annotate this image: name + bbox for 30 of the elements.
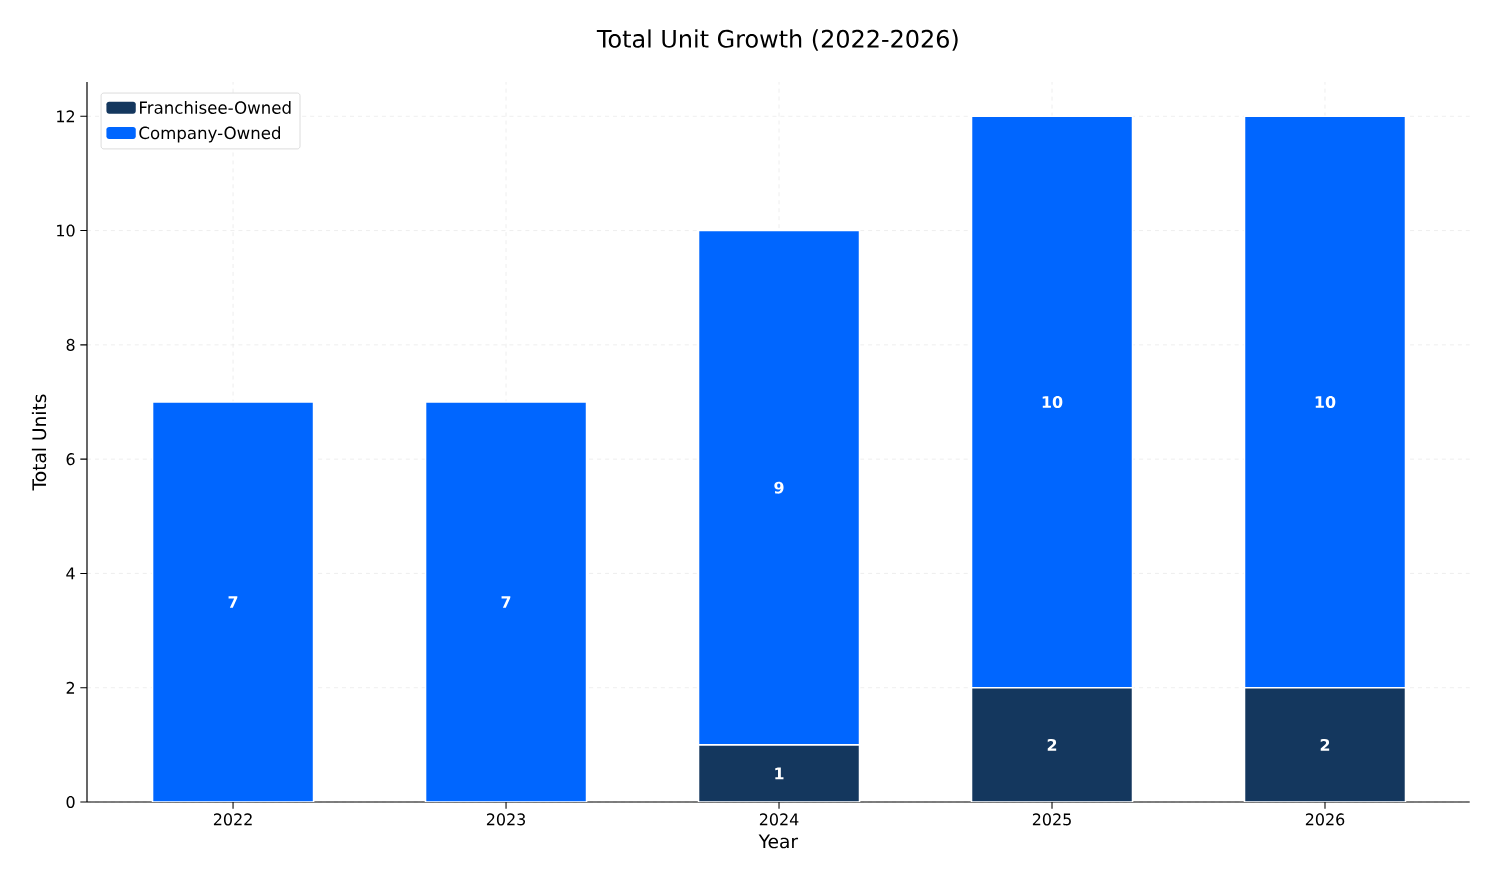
x-tick-label: 2024 <box>759 813 799 826</box>
legend-label: Franchisee-Owned <box>140 101 291 114</box>
data-label: 1 <box>775 767 784 780</box>
data-label: 7 <box>228 596 238 608</box>
bar <box>151 401 315 802</box>
data-label: 9 <box>774 481 784 494</box>
data-label: 2 <box>1320 738 1330 751</box>
y-tick-label: 2 <box>66 681 75 694</box>
y-tick-label: 0 <box>66 795 75 809</box>
data-label: 7 <box>501 596 511 608</box>
chart-title: Total Unit Growth (2022-2026) <box>596 29 958 51</box>
data-label: 10 <box>1315 395 1336 409</box>
y-tick-label: 8 <box>66 338 75 351</box>
y-tick-label: 4 <box>66 567 75 580</box>
x-axis-title: Year <box>758 834 799 849</box>
bar <box>697 229 861 746</box>
y-axis-title: Total Units <box>31 394 47 491</box>
bar <box>424 401 588 802</box>
data-label: 2 <box>1047 738 1057 751</box>
x-tick-label: 2026 <box>1305 813 1345 826</box>
y-tick-label: 10 <box>57 224 75 237</box>
bar <box>970 115 1134 689</box>
bar <box>1243 115 1407 689</box>
x-tick-label: 2023 <box>486 813 526 826</box>
legend-label: Company-Owned <box>139 126 280 143</box>
x-tick-label: 2025 <box>1032 813 1071 826</box>
y-tick-label: 12 <box>57 110 75 123</box>
data-label: 10 <box>1042 395 1063 409</box>
y-tick-label: 6 <box>66 453 75 466</box>
x-tick-label: 2022 <box>213 813 252 826</box>
